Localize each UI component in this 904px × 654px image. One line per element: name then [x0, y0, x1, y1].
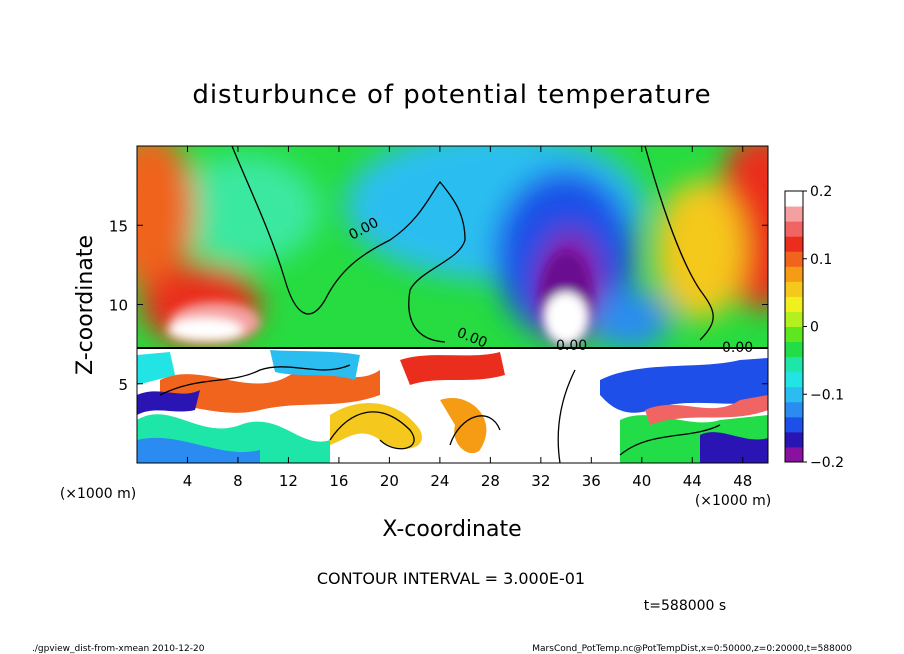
x-tick-label: 24 — [430, 472, 449, 490]
y-unit-label: (×1000 m) — [60, 486, 136, 502]
x-tick-label: 36 — [582, 472, 601, 490]
x-tick-label: 32 — [531, 472, 550, 490]
contour-label-4: 0.00 — [722, 340, 753, 356]
y-tick-label: 15 — [109, 217, 128, 235]
colorbar-tick-label: 0.2 — [810, 184, 832, 200]
colorbar-segment — [785, 416, 803, 433]
colorbar-tick-label: −0.1 — [810, 387, 844, 403]
colorbar-tick-label: 0.1 — [810, 252, 832, 268]
colorbar-segment — [785, 431, 803, 448]
x-tick-label: 40 — [632, 472, 651, 490]
colorbar-ticks: 0.2 0.1 0 −0.1 −0.2 — [803, 184, 844, 471]
colorbar-segment — [785, 191, 803, 207]
x-tick-label: 16 — [329, 472, 348, 490]
zero-contours — [137, 146, 768, 463]
colorbar-segment — [785, 281, 803, 297]
y-axis-label: Z-coordinate — [73, 235, 98, 375]
x-tick-label: 48 — [733, 472, 752, 490]
x-tick-label: 20 — [380, 472, 399, 490]
colorbar-segment — [785, 296, 803, 312]
colorbar-segment — [785, 446, 803, 463]
colorbar-segment — [785, 311, 803, 327]
x-tick-label: 4 — [183, 472, 193, 490]
colorbar-segment — [785, 326, 803, 343]
lower-turbulent-layer — [137, 348, 768, 463]
colorbar — [784, 190, 804, 463]
footer-right: MarsCond_PotTemp.nc@PotTempDist,x=0:5000… — [532, 644, 852, 654]
colorbar-segment — [785, 371, 803, 388]
colorbar-segment — [785, 401, 803, 418]
upper-field-core — [167, 252, 592, 348]
x-unit-label: (×1000 m) — [695, 493, 771, 509]
x-tick-label: 44 — [683, 472, 702, 490]
x-axis-ticks: 4 8 12 16 20 24 28 32 36 40 44 48 — [183, 146, 752, 490]
upper-field — [137, 146, 768, 350]
colorbar-segment — [785, 236, 803, 252]
footer-left: ./gpview_dist-from-xmean 2010-12-20 — [32, 644, 205, 654]
x-axis-label: X-coordinate — [382, 517, 521, 542]
chart-title: disturbunce of potential temperature — [192, 80, 711, 110]
time-label: t=588000 s — [644, 598, 726, 614]
x-tick-label: 12 — [279, 472, 298, 490]
colorbar-segment — [785, 341, 803, 358]
x-tick-label: 28 — [481, 472, 500, 490]
colorbar-tick-label: 0 — [810, 320, 819, 336]
y-axis-ticks: 5 10 15 — [109, 217, 768, 394]
colorbar-tick-label: −0.2 — [810, 455, 844, 471]
contour-interval-text: CONTOUR INTERVAL = 3.000E-01 — [317, 569, 585, 588]
colorbar-segment — [785, 206, 803, 222]
plot-area — [137, 146, 768, 463]
colorbar-segment — [785, 251, 803, 267]
colorbar-segment — [785, 221, 803, 237]
contour-label-3: 0.00 — [556, 338, 587, 354]
colorbar-segment — [785, 356, 803, 373]
colorbar-segment — [785, 266, 803, 282]
y-tick-label: 10 — [109, 297, 128, 315]
y-tick-label: 5 — [118, 376, 128, 394]
x-tick-label: 8 — [233, 472, 243, 490]
colorbar-segment — [785, 386, 803, 403]
